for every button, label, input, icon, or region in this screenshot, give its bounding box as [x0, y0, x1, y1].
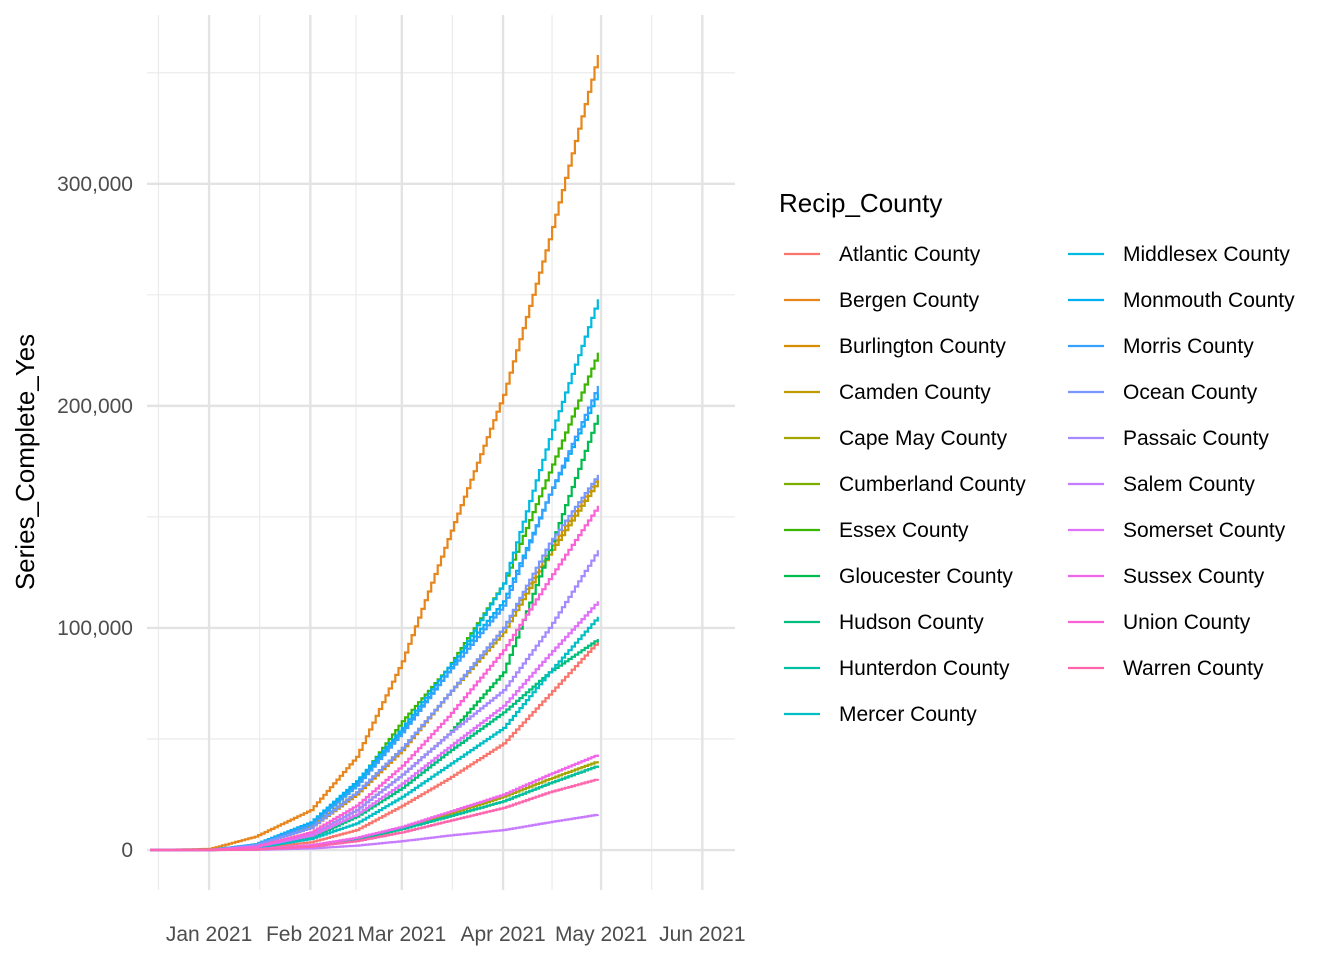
y-tick-label: 200,000	[57, 395, 133, 418]
legend-label: Mercer County	[839, 703, 977, 726]
legend-label: Essex County	[839, 519, 969, 542]
legend-label: Somerset County	[1123, 519, 1286, 542]
x-tick-label: Apr 2021	[460, 923, 545, 946]
x-tick-label: May 2021	[555, 923, 647, 946]
series-line	[150, 813, 599, 852]
series-line	[150, 639, 599, 852]
series-line	[150, 55, 599, 852]
y-tick-label: 0	[121, 839, 133, 862]
legend-label: Warren County	[1123, 657, 1264, 680]
x-tick-label: Feb 2021	[266, 923, 355, 946]
legend-label: Hunterdon County	[839, 657, 1010, 680]
y-tick-label: 100,000	[57, 617, 133, 640]
series-line	[150, 601, 599, 852]
legend-label: Bergen County	[839, 289, 980, 312]
x-tick-label: Jun 2021	[659, 923, 745, 946]
legend-label: Atlantic County	[839, 243, 981, 266]
legend-label: Cumberland County	[839, 473, 1026, 496]
series-line	[150, 550, 599, 852]
y-axis-title: Series_Complete_Yes	[10, 334, 40, 590]
legend-label: Sussex County	[1123, 565, 1265, 588]
legend-label: Gloucester County	[839, 565, 1013, 588]
legend-label: Burlington County	[839, 335, 1006, 358]
legend-label: Ocean County	[1123, 381, 1258, 404]
series-line	[150, 414, 599, 852]
legend-label: Morris County	[1123, 335, 1254, 358]
series-line	[150, 476, 599, 852]
legend-label: Union County	[1123, 611, 1251, 634]
legend-label: Passaic County	[1123, 427, 1269, 450]
series-line	[150, 616, 599, 852]
legend-label: Hudson County	[839, 611, 984, 634]
series-line	[150, 392, 599, 852]
legend-title: Recip_County	[779, 188, 942, 218]
legend-label: Salem County	[1123, 473, 1255, 496]
legend-label: Middlesex County	[1123, 243, 1290, 266]
y-tick-label: 300,000	[57, 173, 133, 196]
series-line	[150, 385, 599, 852]
x-tick-label: Jan 2021	[166, 923, 252, 946]
series-line	[150, 778, 599, 852]
series-line	[150, 641, 599, 852]
x-tick-label: Mar 2021	[357, 923, 446, 946]
legend-label: Camden County	[839, 381, 991, 404]
series-line	[150, 505, 599, 852]
series-line	[150, 481, 599, 852]
legend-label: Monmouth County	[1123, 289, 1295, 312]
series-line	[150, 474, 599, 852]
legend-label: Cape May County	[839, 427, 1008, 450]
